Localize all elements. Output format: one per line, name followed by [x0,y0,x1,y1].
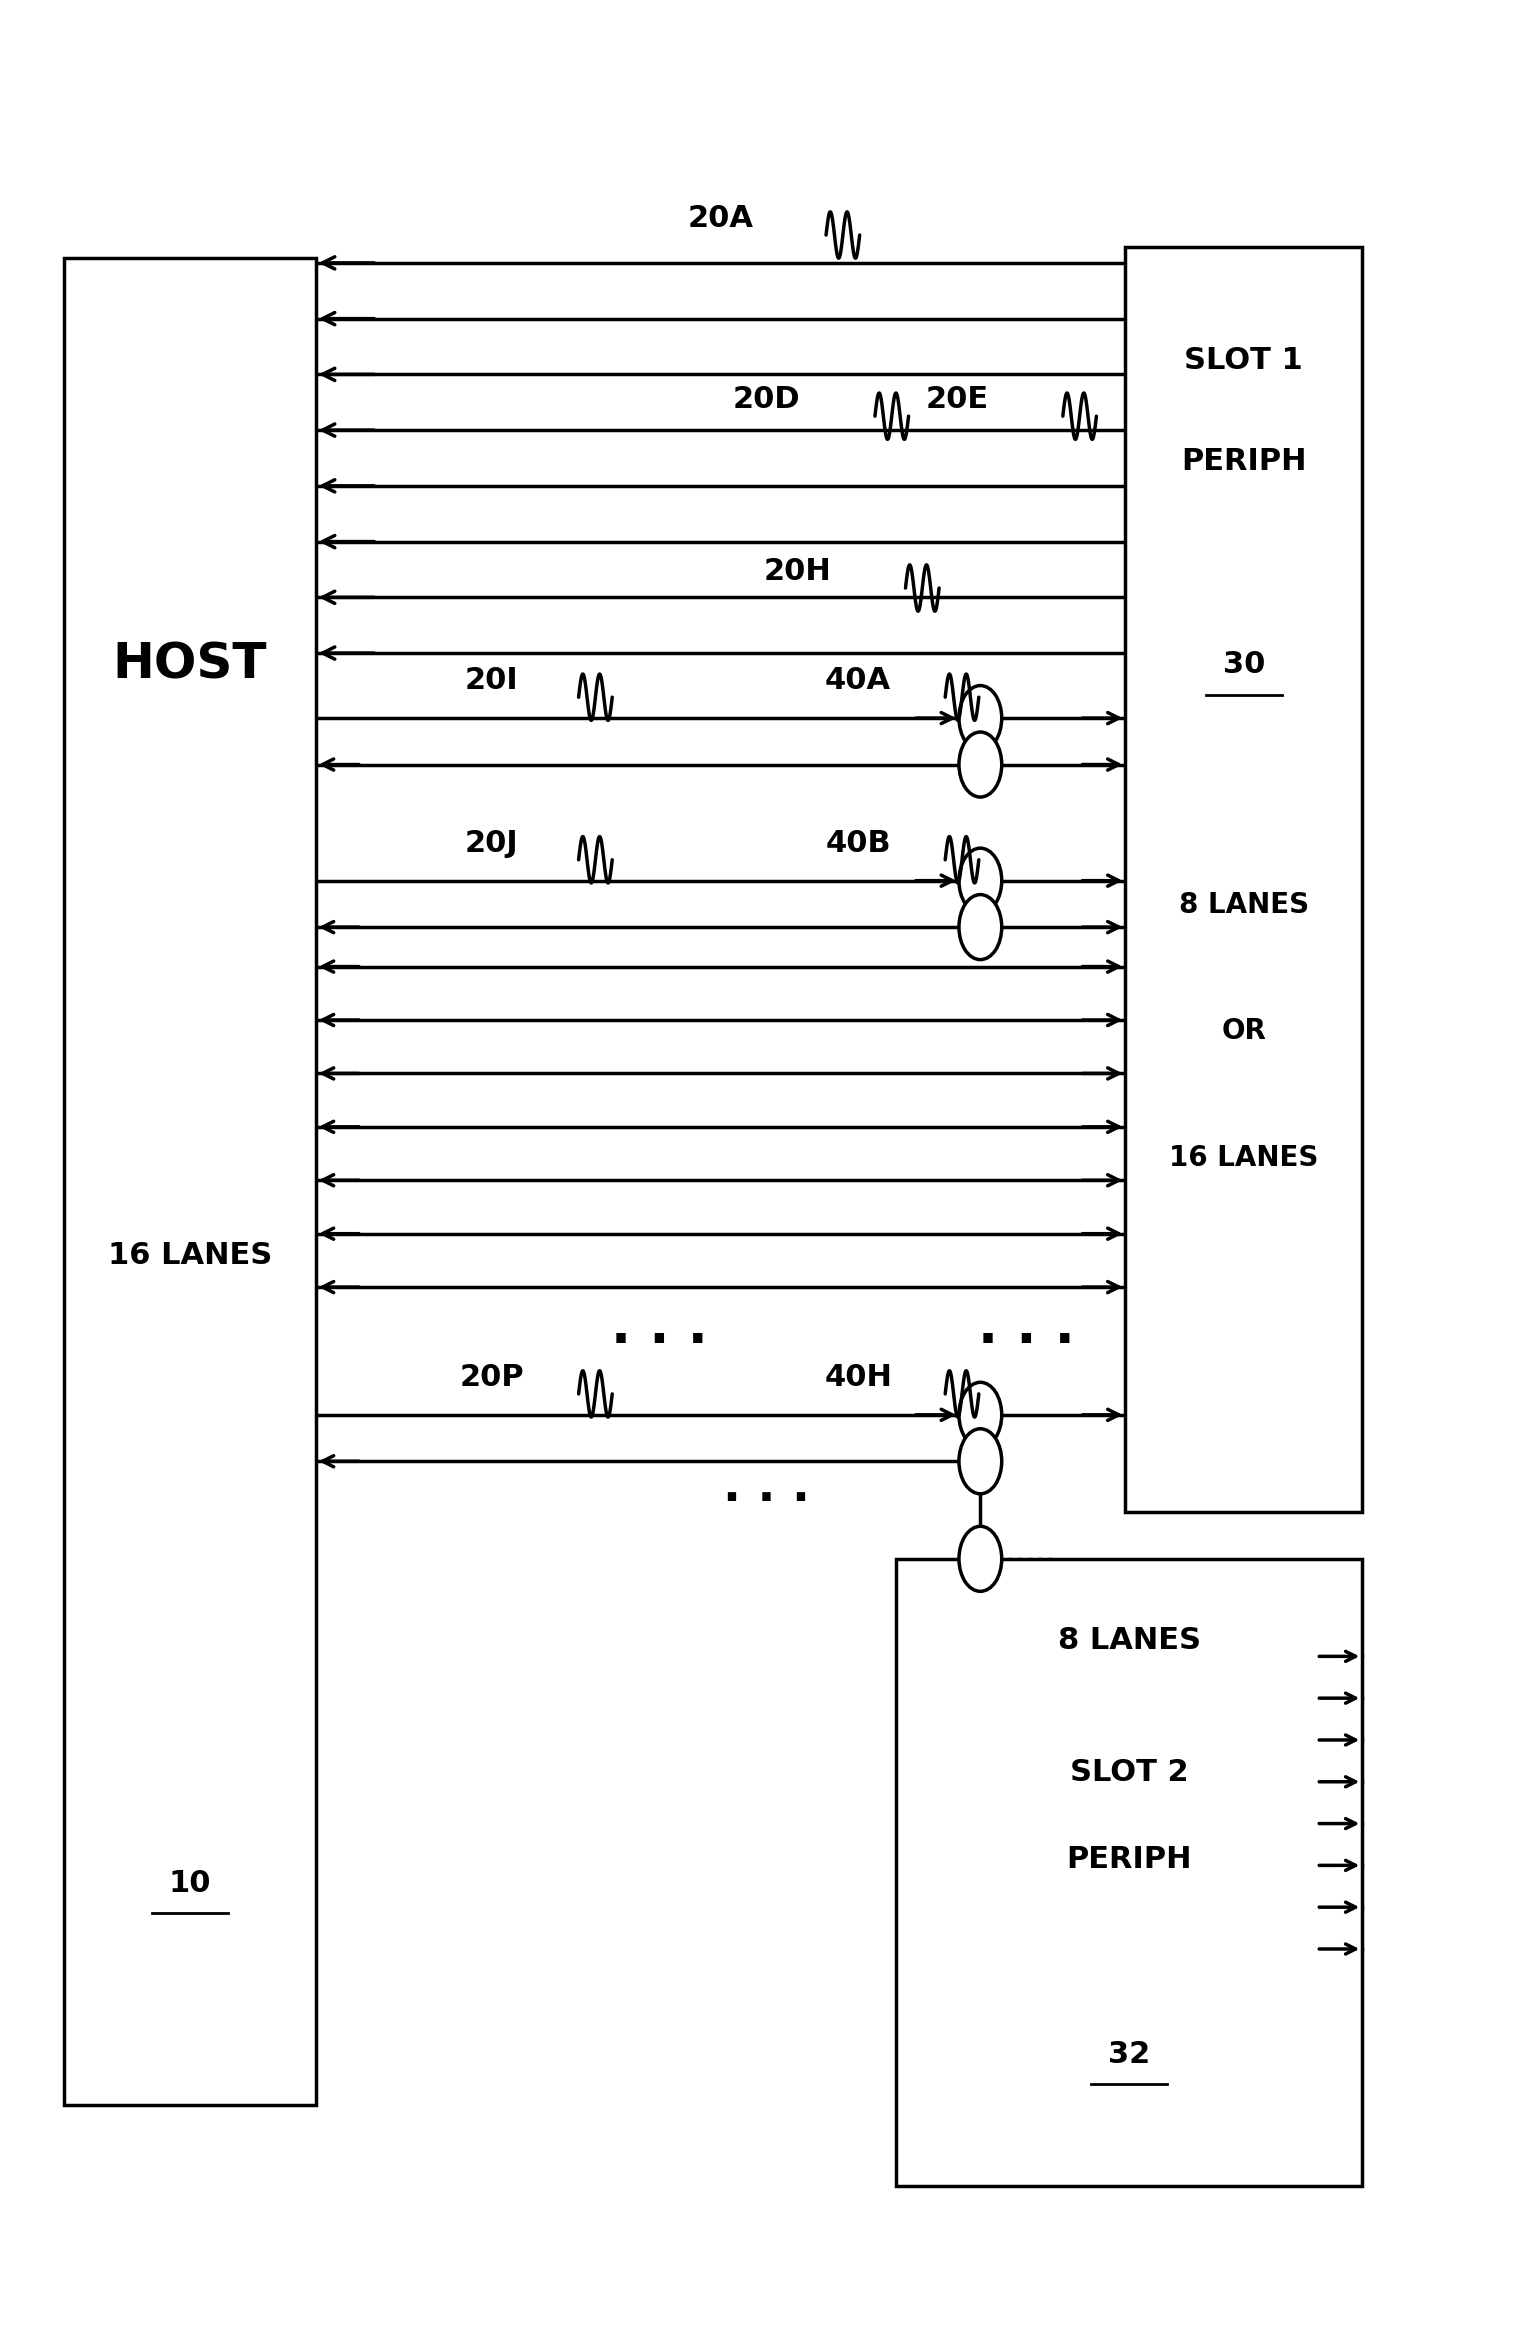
Text: 8 LANES: 8 LANES [1058,1625,1200,1655]
Text: OR: OR [1222,1017,1266,1045]
Text: 40B: 40B [825,829,891,859]
Text: 16 LANES: 16 LANES [1170,1143,1318,1171]
Circle shape [960,1429,1001,1495]
Text: PERIPH: PERIPH [1180,447,1306,477]
Text: ⋅ ⋅ ⋅: ⋅ ⋅ ⋅ [612,1315,708,1367]
Text: HOST: HOST [112,640,267,689]
Circle shape [960,847,1001,913]
Text: 30: 30 [1223,650,1265,680]
Text: 40H: 40H [825,1364,892,1392]
Circle shape [960,1383,1001,1448]
Circle shape [960,684,1001,750]
Text: ⋅ ⋅ ⋅: ⋅ ⋅ ⋅ [724,1478,809,1523]
Circle shape [960,731,1001,796]
Text: 20E: 20E [926,386,989,414]
Text: SLOT 2: SLOT 2 [1070,1758,1188,1786]
Text: 40A: 40A [825,666,891,696]
Text: 20J: 20J [464,829,518,859]
Bar [64,258,316,2105]
Text: 16 LANES: 16 LANES [107,1241,271,1269]
Text: 8 LANES: 8 LANES [1179,892,1309,920]
Circle shape [960,894,1001,959]
Text: 20H: 20H [763,556,831,587]
Text: ⋅ ⋅ ⋅: ⋅ ⋅ ⋅ [978,1315,1075,1367]
Text: 20D: 20D [733,386,800,414]
Text: 20A: 20A [688,205,754,233]
Bar [897,1560,1363,2186]
Bar [1125,247,1363,1513]
Text: 20I: 20I [464,666,518,696]
Text: SLOT 1: SLOT 1 [1185,347,1303,375]
Circle shape [960,1527,1001,1592]
Text: PERIPH: PERIPH [1067,1846,1193,1874]
Text: 20P: 20P [460,1364,524,1392]
Text: 32: 32 [1108,2039,1150,2070]
Text: 10: 10 [169,1869,212,1897]
